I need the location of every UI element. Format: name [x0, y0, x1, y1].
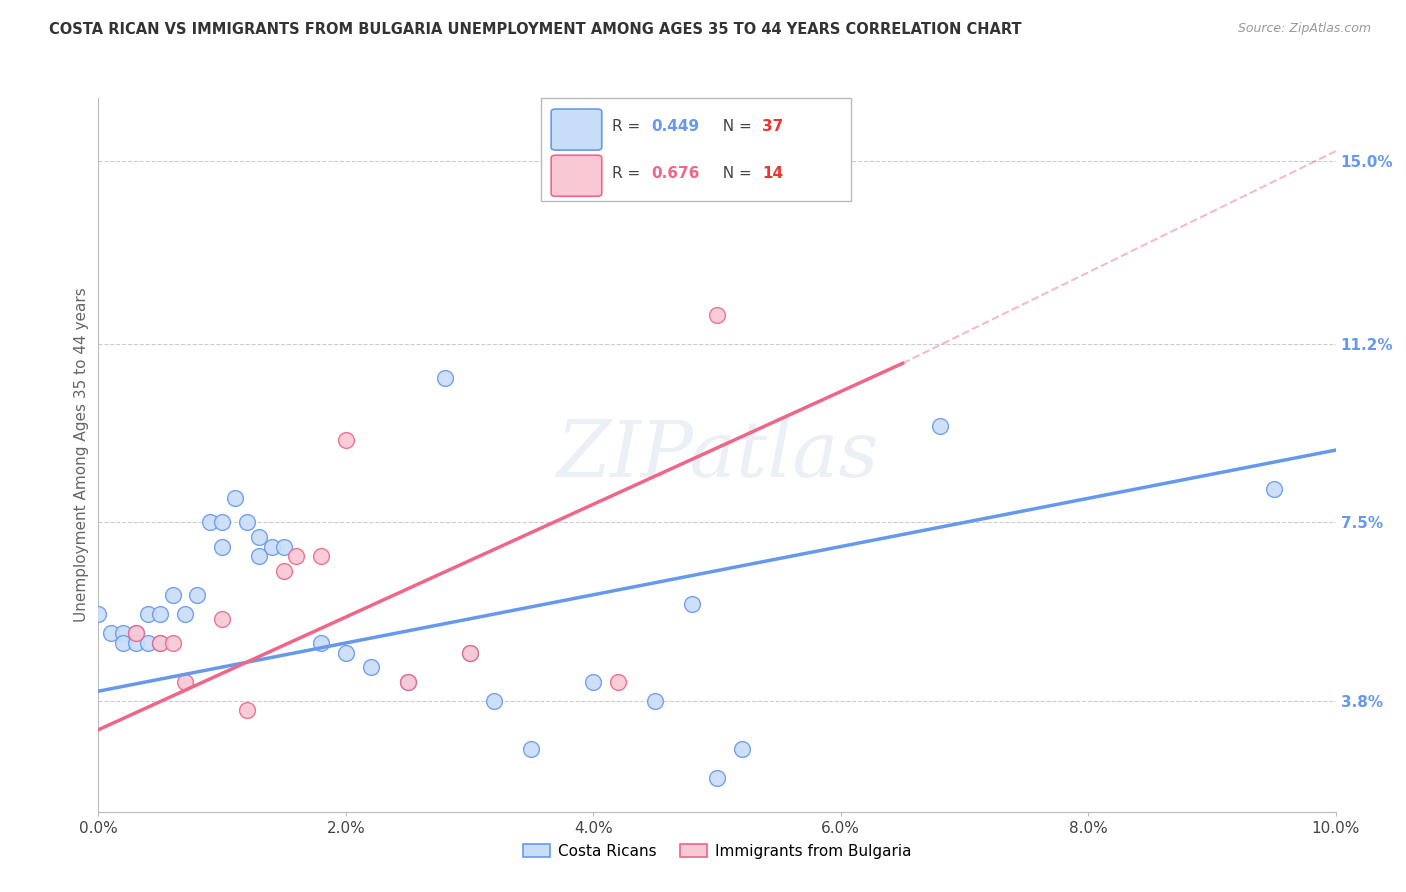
Point — [149, 607, 172, 621]
Point — [174, 674, 197, 689]
Point — [582, 674, 605, 689]
Point — [644, 694, 666, 708]
Point — [1263, 482, 1285, 496]
Point — [335, 646, 357, 660]
Point — [124, 636, 146, 650]
Point — [309, 549, 332, 564]
Point — [100, 626, 122, 640]
Point — [87, 607, 110, 621]
Point — [484, 694, 506, 708]
Legend: Costa Ricans, Immigrants from Bulgaria: Costa Ricans, Immigrants from Bulgaria — [517, 838, 917, 864]
Point — [706, 308, 728, 322]
Point — [607, 674, 630, 689]
Point — [273, 564, 295, 578]
Text: 14: 14 — [762, 166, 783, 180]
Point — [162, 588, 184, 602]
Point — [112, 626, 135, 640]
Text: N =: N = — [713, 166, 756, 180]
Point — [112, 636, 135, 650]
Point — [211, 516, 233, 530]
Point — [149, 636, 172, 650]
Point — [273, 540, 295, 554]
Point — [136, 607, 159, 621]
Point — [396, 674, 419, 689]
Point — [247, 549, 270, 564]
Point — [360, 660, 382, 674]
Text: Source: ZipAtlas.com: Source: ZipAtlas.com — [1237, 22, 1371, 36]
Point — [260, 540, 283, 554]
Point — [928, 419, 950, 434]
Point — [335, 434, 357, 448]
Point — [211, 612, 233, 626]
Text: 0.676: 0.676 — [651, 166, 699, 180]
Point — [174, 607, 197, 621]
Point — [681, 598, 703, 612]
Point — [396, 674, 419, 689]
Point — [186, 588, 208, 602]
Text: ZIPatlas: ZIPatlas — [555, 417, 879, 493]
Text: 37: 37 — [762, 120, 783, 135]
Point — [520, 742, 543, 756]
Text: COSTA RICAN VS IMMIGRANTS FROM BULGARIA UNEMPLOYMENT AMONG AGES 35 TO 44 YEARS C: COSTA RICAN VS IMMIGRANTS FROM BULGARIA … — [49, 22, 1022, 37]
Point — [162, 636, 184, 650]
Point — [706, 771, 728, 785]
Point — [731, 742, 754, 756]
Point — [458, 646, 481, 660]
Text: R =: R = — [612, 166, 645, 180]
Point — [309, 636, 332, 650]
Point — [458, 646, 481, 660]
Text: N =: N = — [713, 120, 756, 135]
Point — [211, 540, 233, 554]
Point — [124, 626, 146, 640]
Point — [149, 636, 172, 650]
Point — [236, 516, 259, 530]
Text: 0.449: 0.449 — [651, 120, 699, 135]
Point — [224, 491, 246, 506]
Text: R =: R = — [612, 120, 645, 135]
Point — [136, 636, 159, 650]
Point — [433, 371, 456, 385]
Point — [247, 530, 270, 544]
Point — [236, 703, 259, 717]
Point — [124, 626, 146, 640]
Point — [285, 549, 308, 564]
Y-axis label: Unemployment Among Ages 35 to 44 years: Unemployment Among Ages 35 to 44 years — [75, 287, 89, 623]
Point — [198, 516, 221, 530]
